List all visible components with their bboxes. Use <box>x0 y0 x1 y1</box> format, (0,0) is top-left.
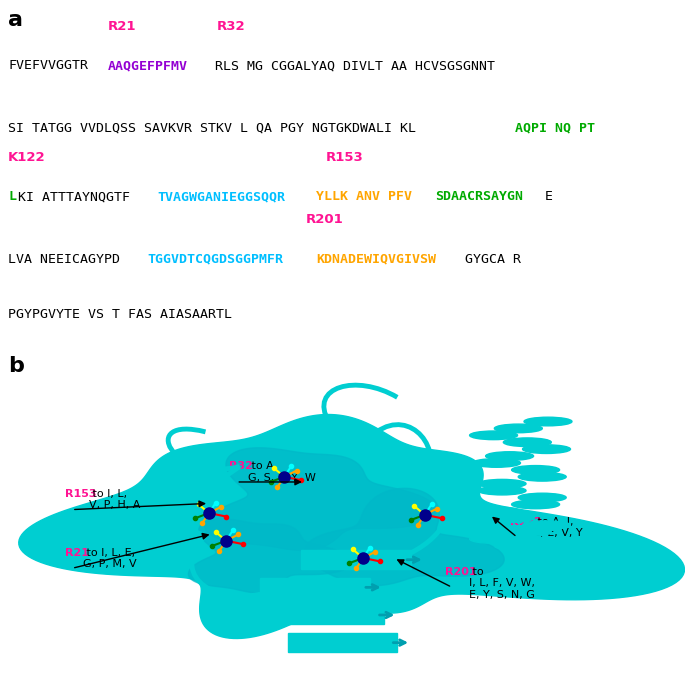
Text: RLS MG CGGALYAQ DIVLT AA HCVSGSGNNT: RLS MG CGGALYAQ DIVLT AA HCVSGSGNNT <box>207 59 495 72</box>
Polygon shape <box>288 633 397 652</box>
Text: AQPI NQ PT: AQPI NQ PT <box>515 122 595 134</box>
Text: KDNADEWIQVGIVSW: KDNADEWIQVGIVSW <box>316 253 436 265</box>
Text: R153: R153 <box>65 489 97 499</box>
Text: TGGVDTCQGDSGGPMFR: TGGVDTCQGDSGGPMFR <box>147 253 284 265</box>
Ellipse shape <box>470 431 518 439</box>
Ellipse shape <box>473 459 521 467</box>
Ellipse shape <box>503 528 551 536</box>
Ellipse shape <box>486 452 534 460</box>
Text: SI TATGG VVDLQSS SAVKVR STKV L QA PGY NGTGKDWALI KL: SI TATGG VVDLQSS SAVKVR STKV L QA PGY NG… <box>8 122 416 134</box>
Text: R32: R32 <box>229 462 253 471</box>
Ellipse shape <box>519 493 566 502</box>
Text: R21: R21 <box>108 20 136 33</box>
Polygon shape <box>18 415 684 638</box>
Text: R153: R153 <box>326 151 364 164</box>
Text: K122: K122 <box>8 151 46 164</box>
Text: SDAACRSAYGN: SDAACRSAYGN <box>436 191 523 203</box>
Ellipse shape <box>486 514 534 522</box>
Ellipse shape <box>478 486 526 495</box>
Text: R201: R201 <box>306 214 344 227</box>
Text: R201: R201 <box>445 567 477 576</box>
Text: to I, L,
V, P, H, A: to I, L, V, P, H, A <box>89 489 140 511</box>
Polygon shape <box>301 550 411 569</box>
Ellipse shape <box>473 507 521 515</box>
Ellipse shape <box>524 417 572 426</box>
Text: AAQGEFPFMV: AAQGEFPFMV <box>108 59 188 72</box>
Ellipse shape <box>495 424 543 433</box>
Text: to A, I,
L, E, V, Y: to A, I, L, E, V, Y <box>534 517 583 538</box>
Polygon shape <box>205 448 436 551</box>
Ellipse shape <box>524 549 572 557</box>
Text: YLLK ANV PFV: YLLK ANV PFV <box>316 191 412 203</box>
Text: to A,
G, S, F, Y, W: to A, G, S, F, Y, W <box>247 462 315 483</box>
Ellipse shape <box>512 466 560 474</box>
Text: b: b <box>8 356 24 376</box>
Text: K122: K122 <box>510 517 542 527</box>
Ellipse shape <box>495 542 543 550</box>
Text: L: L <box>8 191 16 203</box>
Text: GYGCA R: GYGCA R <box>465 253 521 265</box>
Text: R32: R32 <box>216 20 245 33</box>
Text: E: E <box>545 191 553 203</box>
Ellipse shape <box>523 521 571 529</box>
Polygon shape <box>260 578 370 597</box>
Text: R21: R21 <box>65 547 89 558</box>
Polygon shape <box>274 605 384 625</box>
Ellipse shape <box>512 500 560 509</box>
Ellipse shape <box>519 473 566 481</box>
Text: a: a <box>8 10 23 30</box>
Ellipse shape <box>503 438 551 446</box>
Ellipse shape <box>523 445 571 453</box>
Text: PGYPGVYTE VS T FAS AIASAARTL: PGYPGVYTE VS T FAS AIASAARTL <box>8 308 232 321</box>
Text: FVEFVVGGTR: FVEFVVGGTR <box>8 59 88 72</box>
Text: to
I, L, F, V, W,
E, Y, S, N, G: to I, L, F, V, W, E, Y, S, N, G <box>469 567 536 600</box>
Text: KI ATTTAYNQGTF: KI ATTTAYNQGTF <box>18 191 130 203</box>
Text: LVA NEEICAGYPD: LVA NEEICAGYPD <box>8 253 121 265</box>
Ellipse shape <box>470 535 518 543</box>
Text: TVAGWGANIEGGSQQR: TVAGWGANIEGGSQQR <box>158 191 285 203</box>
Text: to I, L, E,
G, P, M, V: to I, L, E, G, P, M, V <box>83 547 137 569</box>
Polygon shape <box>305 489 504 586</box>
Polygon shape <box>188 519 351 593</box>
Ellipse shape <box>478 480 526 488</box>
